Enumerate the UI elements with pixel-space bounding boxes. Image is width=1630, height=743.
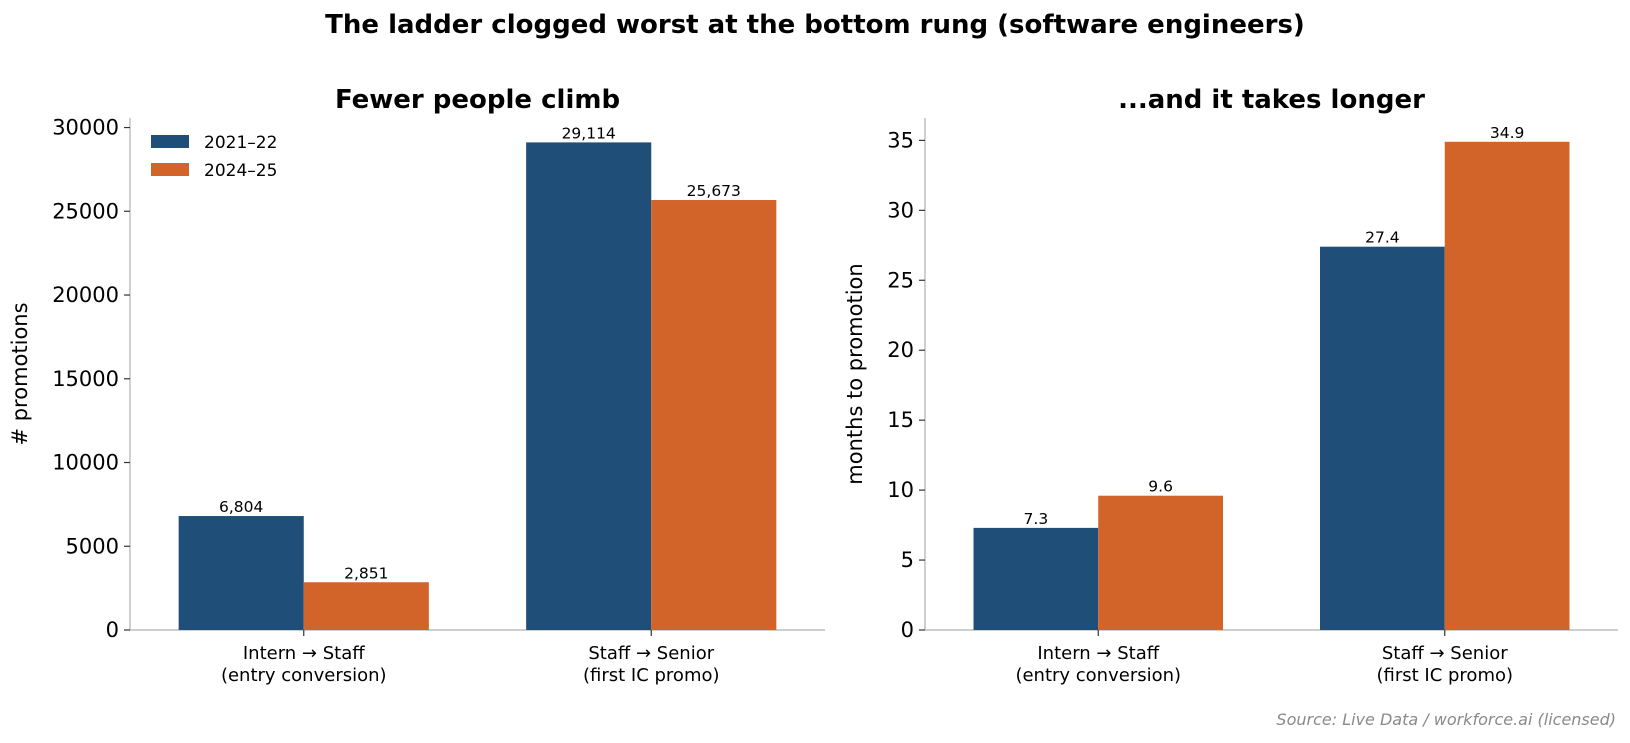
source-note: Source: Live Data / workforce.ai (licens… — [1276, 710, 1616, 729]
y-tick-label: 10 — [887, 478, 914, 502]
legend-swatch — [151, 135, 189, 148]
x-tick-label: Intern → Staff (entry conversion) — [221, 643, 387, 686]
y-axis-label: # promotions — [8, 302, 32, 445]
bar-value-label: 7.3 — [1024, 510, 1049, 528]
y-tick-label: 25 — [887, 268, 914, 292]
y-tick-label: 20 — [887, 338, 914, 362]
y-tick-label: 30 — [887, 198, 914, 222]
y-tick-label: 5 — [901, 548, 914, 572]
y-tick-label: 25000 — [52, 199, 119, 223]
bar-value-label: 25,673 — [687, 182, 741, 200]
bar — [303, 582, 429, 630]
bar — [1098, 495, 1223, 630]
bar — [973, 527, 1099, 630]
bar-value-label: 9.6 — [1148, 478, 1173, 496]
y-tick-label: 15 — [887, 408, 914, 432]
legend-label: 2021–22 — [204, 133, 277, 153]
x-tick-label: Intern → Staff (entry conversion) — [1015, 643, 1181, 686]
bar-value-label: 2,851 — [344, 564, 388, 582]
bar — [178, 516, 304, 630]
legend-swatch — [151, 163, 189, 176]
panel-title: ...and it takes longer — [1118, 85, 1425, 115]
y-tick-label: 20000 — [52, 283, 119, 307]
y-tick-label: 35 — [887, 128, 914, 152]
y-tick-label: 0 — [901, 618, 914, 642]
bar-value-label: 34.9 — [1490, 124, 1525, 142]
figure-title: The ladder clogged worst at the bottom r… — [325, 10, 1305, 40]
y-tick-label: 30000 — [52, 116, 119, 140]
y-tick-label: 5000 — [66, 534, 119, 558]
y-axis-label: months to promotion — [843, 263, 867, 484]
legend-label: 2024–25 — [204, 161, 277, 181]
bar-value-label: 6,804 — [219, 498, 263, 516]
bar-value-label: 27.4 — [1365, 229, 1400, 247]
bar — [526, 142, 652, 630]
bar — [651, 200, 777, 630]
x-tick-label: Staff → Senior (first IC promo) — [583, 643, 720, 686]
bar — [1320, 246, 1445, 630]
bar-value-label: 29,114 — [562, 124, 616, 142]
bar — [1444, 141, 1570, 630]
y-tick-label: 0 — [106, 618, 119, 642]
y-tick-label: 15000 — [52, 367, 119, 391]
x-tick-label: Staff → Senior (first IC promo) — [1376, 643, 1513, 686]
y-tick-label: 10000 — [52, 451, 119, 475]
panel-title: Fewer people climb — [335, 85, 620, 115]
